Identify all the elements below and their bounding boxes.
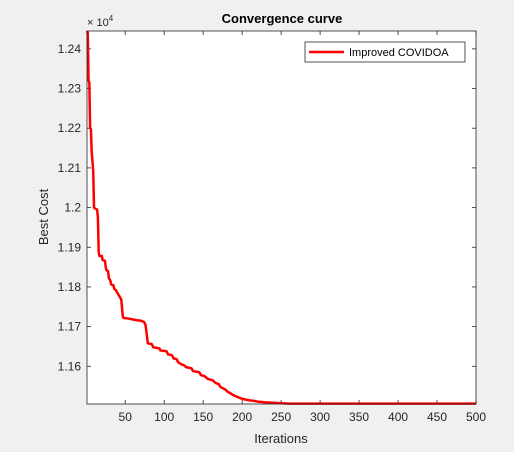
x-tick-label: 400 (388, 410, 408, 424)
x-axis-ticks: 50 100 150 200 250 300 350 400 450 500 (119, 31, 486, 424)
y-tick-label: 1.24 (58, 42, 82, 56)
y-exponent-power: 4 (109, 14, 114, 23)
axes-box (86, 30, 477, 405)
y-axis-ticks: 1.16 1.17 1.18 1.19 1.2 1.21 1.22 1.23 1.24 (58, 42, 476, 373)
y-tick-label: 1.23 (58, 82, 82, 96)
x-tick-label: 500 (466, 410, 486, 424)
y-tick-label: 1.17 (58, 320, 82, 334)
x-tick-label: 150 (193, 410, 213, 424)
y-tick-label: 1.21 (58, 161, 82, 175)
legend: Improved COVIDOA (304, 41, 466, 63)
y-tick-label: 1.2 (64, 201, 81, 215)
legend-box (304, 41, 466, 63)
y-tick-label: 1.22 (58, 121, 82, 135)
y-exponent-label: × 104 (87, 14, 114, 29)
y-tick-label: 1.16 (58, 359, 82, 373)
y-axis-label: Best Cost (36, 188, 51, 245)
x-tick-label: 450 (427, 410, 447, 424)
series-line-improved-covidoa (85, 30, 476, 405)
x-tick-label: 350 (349, 410, 369, 424)
y-tick-label: 1.18 (58, 280, 82, 294)
x-axis-label: Iterations (254, 431, 308, 446)
x-tick-label: 300 (310, 410, 330, 424)
y-tick-label: 1.19 (58, 240, 82, 254)
x-tick-label: 250 (271, 410, 291, 424)
chart-title: Convergence curve (222, 11, 343, 26)
x-tick-label: 100 (154, 410, 174, 424)
y-exponent-base: × 10 (87, 17, 109, 29)
plot-area (87, 31, 476, 404)
x-tick-label: 200 (232, 410, 252, 424)
x-tick-label: 50 (119, 410, 133, 424)
series-layer (85, 30, 476, 405)
legend-label-improved-covidoa: Improved COVIDOA (349, 47, 449, 59)
